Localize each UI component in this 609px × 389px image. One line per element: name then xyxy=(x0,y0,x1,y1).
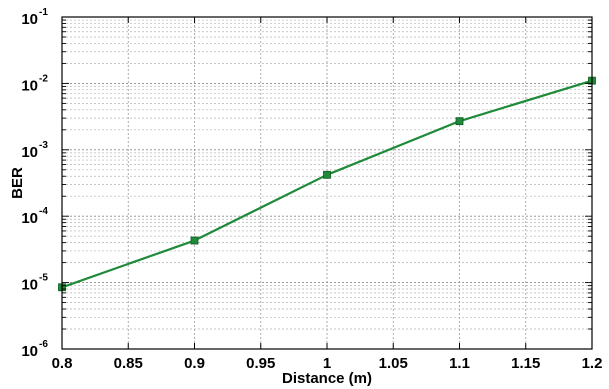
ber-data-point xyxy=(323,170,331,179)
y-tick-label-exponent: -1 xyxy=(39,7,48,18)
y-tick-label-exponent: -4 xyxy=(39,206,48,217)
y-tick-label-exponent: -6 xyxy=(39,339,48,350)
y-tick-label-exponent: -3 xyxy=(39,140,48,151)
x-tick-label: 1.2 xyxy=(582,355,603,372)
grid xyxy=(62,17,592,349)
y-tick-label-base: 10 xyxy=(21,144,38,161)
y-tick-label-exponent: -2 xyxy=(39,73,48,84)
ticks xyxy=(61,17,593,349)
x-tick-label: 0.95 xyxy=(246,355,275,372)
y-tick-label-base: 10 xyxy=(21,277,38,294)
x-tick-labels: 0.8 0.85 0.9 0.95 1 1.05 1.1 1.15 1.2 xyxy=(52,355,603,372)
x-tick-label: 0.9 xyxy=(184,355,205,372)
y-tick-label-base: 10 xyxy=(21,11,38,28)
ber-series-line xyxy=(61,79,593,289)
x-tick-label: 0.8 xyxy=(52,355,73,372)
y-tick-label-exponent: -5 xyxy=(39,273,48,284)
x-tick-label: 1.15 xyxy=(511,355,540,372)
x-axis-title: Distance (m) xyxy=(282,370,372,387)
x-tick-label: 0.85 xyxy=(114,355,143,372)
y-tick-label-base: 10 xyxy=(21,77,38,94)
x-tick-label: 1.05 xyxy=(379,355,408,372)
y-tick-label-base: 10 xyxy=(21,210,38,227)
x-tick-label: 1 xyxy=(323,355,331,372)
x-tick-label: 1.1 xyxy=(449,355,470,372)
y-axis-title: BER xyxy=(9,167,26,199)
y-tick-labels: 10-110-210-310-410-510-6 xyxy=(21,7,48,360)
y-tick-label-base: 10 xyxy=(21,343,38,360)
ber-data-point xyxy=(190,236,199,245)
ber-data-point xyxy=(455,117,464,126)
